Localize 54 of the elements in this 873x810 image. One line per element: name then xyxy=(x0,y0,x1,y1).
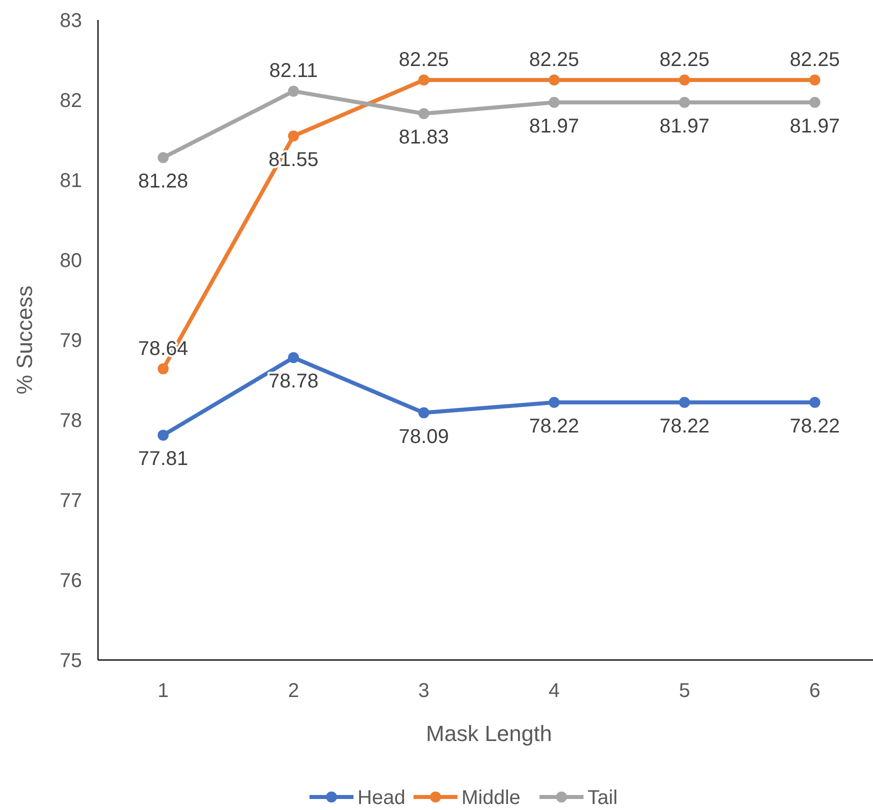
data-label: 82.25 xyxy=(659,49,710,71)
y-tick-label: 75 xyxy=(60,650,82,672)
point xyxy=(418,407,430,418)
y-tick-label: 79 xyxy=(60,330,82,352)
point xyxy=(809,396,820,408)
point xyxy=(679,74,690,86)
x-axis-title: Mask Length xyxy=(426,721,552,746)
y-tick-label: 78 xyxy=(60,410,82,432)
data-label: 78.22 xyxy=(529,415,580,438)
legend-label: Head xyxy=(358,787,406,809)
point xyxy=(548,396,560,408)
data-label: 78.22 xyxy=(790,415,840,438)
point xyxy=(288,86,299,97)
point xyxy=(679,96,690,108)
x-tick-label: 1 xyxy=(158,680,169,702)
point xyxy=(288,130,299,142)
data-label: 81.97 xyxy=(529,115,580,138)
data-label: 82.25 xyxy=(398,49,449,71)
point xyxy=(418,74,430,86)
point xyxy=(548,96,560,108)
x-tick-label: 4 xyxy=(548,680,560,702)
data-label: 82.11 xyxy=(269,60,318,82)
point xyxy=(158,363,169,374)
y-tick-label: 76 xyxy=(60,570,82,592)
y-tick-label: 81 xyxy=(60,170,82,192)
y-tick-label: 80 xyxy=(60,250,82,272)
y-tick-label: 83 xyxy=(60,10,82,32)
data-label: 78.09 xyxy=(398,426,449,448)
point xyxy=(548,74,560,86)
data-label: 78.22 xyxy=(659,415,710,438)
data-label: 81.83 xyxy=(398,126,449,149)
point xyxy=(158,152,169,164)
x-tick-label: 6 xyxy=(809,680,820,702)
data-label: 78.78 xyxy=(268,370,319,393)
x-tick-label: 2 xyxy=(288,680,300,702)
point xyxy=(158,430,169,441)
point xyxy=(679,396,690,408)
legend-label: Middle xyxy=(462,787,520,809)
y-tick-label: 77 xyxy=(60,490,82,512)
point xyxy=(809,74,820,86)
data-label: 82.25 xyxy=(790,49,840,71)
data-label: 81.97 xyxy=(790,115,840,138)
point xyxy=(809,96,820,108)
x-tick-label: 5 xyxy=(678,680,690,702)
y-axis-title: % Success xyxy=(12,286,37,394)
legend-label: Tail xyxy=(588,787,618,809)
point xyxy=(418,108,430,120)
data-label: 77.81 xyxy=(138,448,188,470)
point xyxy=(288,352,299,364)
data-label: 81.97 xyxy=(659,115,710,138)
data-label: 81.28 xyxy=(138,170,188,193)
data-label: 82.25 xyxy=(529,49,580,71)
y-tick-label: 82 xyxy=(60,90,82,112)
x-tick-label: 3 xyxy=(418,680,430,702)
